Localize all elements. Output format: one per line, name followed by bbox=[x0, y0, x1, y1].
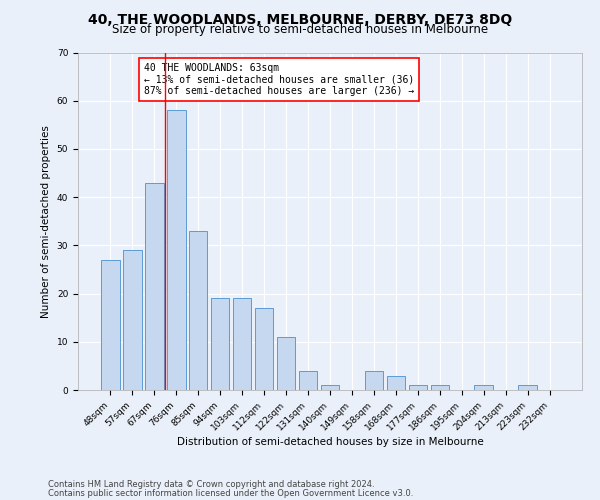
Bar bbox=[101, 260, 119, 390]
Bar bbox=[189, 231, 208, 390]
Text: Contains HM Land Registry data © Crown copyright and database right 2024.: Contains HM Land Registry data © Crown c… bbox=[48, 480, 374, 489]
Bar bbox=[365, 370, 383, 390]
Text: Size of property relative to semi-detached houses in Melbourne: Size of property relative to semi-detach… bbox=[112, 22, 488, 36]
Bar bbox=[475, 385, 493, 390]
Bar bbox=[123, 250, 142, 390]
Text: Contains public sector information licensed under the Open Government Licence v3: Contains public sector information licen… bbox=[48, 488, 413, 498]
Bar bbox=[518, 385, 537, 390]
Bar bbox=[299, 370, 317, 390]
Y-axis label: Number of semi-detached properties: Number of semi-detached properties bbox=[41, 125, 51, 318]
Bar bbox=[409, 385, 427, 390]
Bar bbox=[431, 385, 449, 390]
Bar bbox=[145, 182, 164, 390]
Text: 40 THE WOODLANDS: 63sqm
← 13% of semi-detached houses are smaller (36)
87% of se: 40 THE WOODLANDS: 63sqm ← 13% of semi-de… bbox=[143, 62, 414, 96]
Bar bbox=[211, 298, 229, 390]
Bar bbox=[255, 308, 274, 390]
Bar bbox=[167, 110, 185, 390]
Bar bbox=[386, 376, 405, 390]
Bar bbox=[320, 385, 340, 390]
X-axis label: Distribution of semi-detached houses by size in Melbourne: Distribution of semi-detached houses by … bbox=[176, 438, 484, 448]
Bar bbox=[233, 298, 251, 390]
Text: 40, THE WOODLANDS, MELBOURNE, DERBY, DE73 8DQ: 40, THE WOODLANDS, MELBOURNE, DERBY, DE7… bbox=[88, 12, 512, 26]
Bar bbox=[277, 337, 295, 390]
